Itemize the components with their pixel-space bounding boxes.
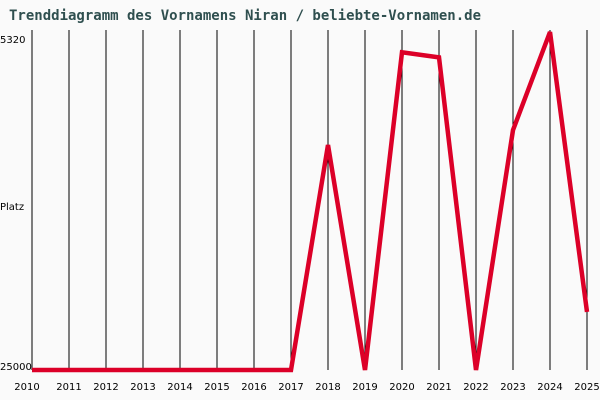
rank-trend-line: [32, 31, 590, 373]
x-tick-label: 2016: [241, 382, 267, 393]
x-tick-label: 2019: [352, 382, 378, 393]
y-axis-bottom-label: 25000: [0, 362, 32, 373]
x-tick-label: 2010: [14, 382, 40, 393]
x-tick-label: 2014: [167, 382, 193, 393]
x-tick-label: 2024: [537, 382, 563, 393]
x-tick-label: 2025: [574, 382, 600, 393]
y-axis-top-label: 5320: [0, 35, 26, 46]
x-tick-label: 2020: [389, 382, 415, 393]
x-tick-label: 2011: [56, 382, 82, 393]
x-tick-label: 2022: [463, 382, 489, 393]
gridlines: [31, 30, 588, 370]
x-tick-label: 2015: [204, 382, 230, 393]
x-tick-label: 2013: [130, 382, 156, 393]
chart-title: Trenddiagramm des Vornamens Niran / beli…: [9, 8, 482, 24]
x-tick-label: 2012: [93, 382, 119, 393]
x-tick-label: 2023: [500, 382, 526, 393]
y-axis-title: Platz: [0, 202, 25, 213]
x-tick-label: 2017: [278, 382, 304, 393]
x-tick-label: 2021: [426, 382, 452, 393]
x-tick-label: 2018: [315, 382, 341, 393]
